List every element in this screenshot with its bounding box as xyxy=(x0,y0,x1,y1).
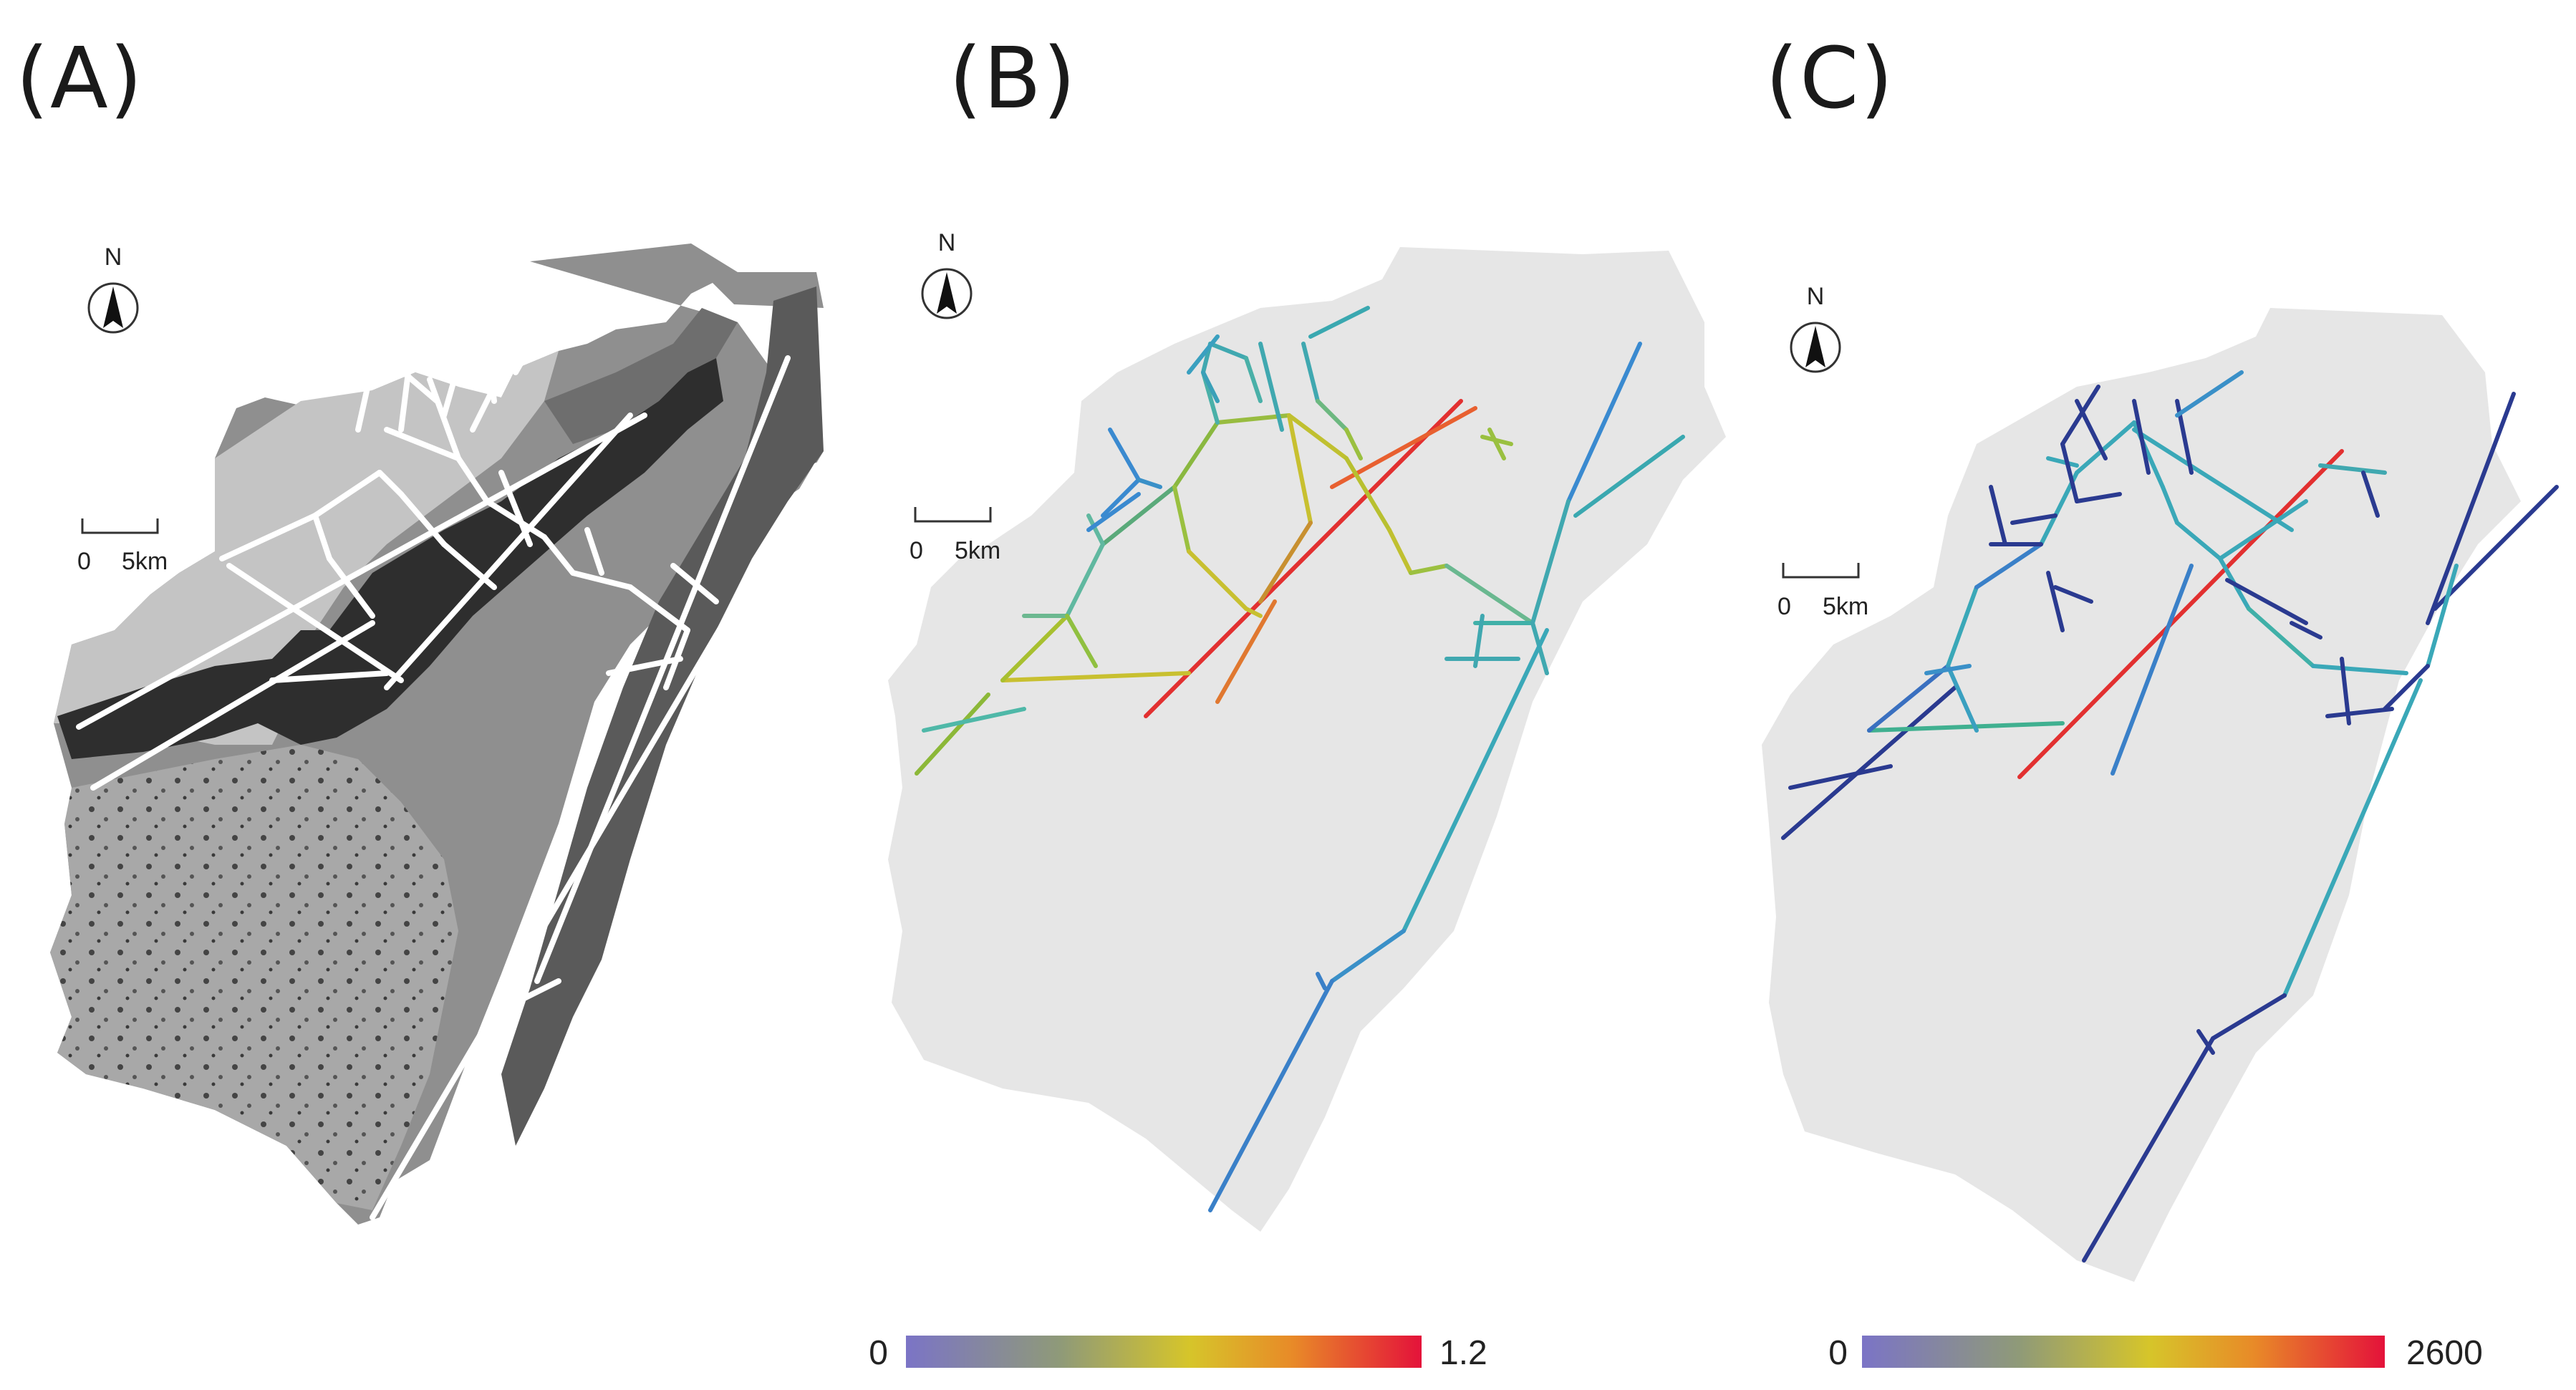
panel-b-label: (B) xyxy=(949,29,1078,127)
panel-b-scale-zero: 0 xyxy=(910,537,923,564)
panel-a-terrain-dark xyxy=(57,358,723,759)
panel-b-legend-max: 1.2 xyxy=(1439,1334,1487,1372)
panel-c-legend: 0 2600 xyxy=(1828,1334,2482,1372)
panel-c-legend-min: 0 xyxy=(1828,1334,1848,1372)
panel-a-scale-bar xyxy=(81,518,159,534)
panel-a-network xyxy=(76,319,819,1220)
panel-c-scale-zero: 0 xyxy=(1777,593,1791,620)
panel-a-map: N 0 5km xyxy=(50,243,824,1225)
panel-a-north-arrow: N xyxy=(87,243,139,334)
panel-b-legend: 0 1.2 xyxy=(869,1334,1487,1372)
panel-c-scale-bar xyxy=(1782,563,1860,579)
panel-c-legend-max: 2600 xyxy=(2406,1334,2483,1372)
panel-c-color-ramp xyxy=(1862,1336,2385,1368)
panel-a-scale-zero: 0 xyxy=(77,548,91,575)
panel-c-map: N 0 5km 0 2600 xyxy=(1762,283,2559,1372)
panel-a-terrain-mid-patch xyxy=(544,308,738,444)
panel-c-network xyxy=(1781,370,2559,1263)
panel-b-legend-min: 0 xyxy=(869,1334,888,1372)
panel-c-north-arrow: N xyxy=(1790,283,1841,373)
panel-a-scale-unit: 5km xyxy=(122,548,168,575)
panel-b-scale-unit: 5km xyxy=(955,537,1000,564)
north-label: N xyxy=(105,243,122,271)
north-label: N xyxy=(938,229,956,256)
north-label: N xyxy=(1807,283,1825,310)
panel-b-network xyxy=(915,306,1685,1212)
panel-b-north-arrow: N xyxy=(921,229,973,319)
panel-a-terrain-east-dark xyxy=(501,286,824,1146)
panel-c-scale-unit: 5km xyxy=(1823,593,1868,620)
panel-a-label: (A) xyxy=(16,29,144,127)
panel-c-label: (C) xyxy=(1765,29,1895,127)
panel-a-terrain-speckle xyxy=(50,745,458,1210)
panel-b-region xyxy=(888,247,1726,1232)
panel-b-scale-bar xyxy=(914,507,992,523)
panel-c-region xyxy=(1762,308,2521,1282)
panel-b-color-ramp xyxy=(906,1336,1422,1368)
panel-b-map: N 0 5km 0 1.2 xyxy=(869,229,1726,1372)
